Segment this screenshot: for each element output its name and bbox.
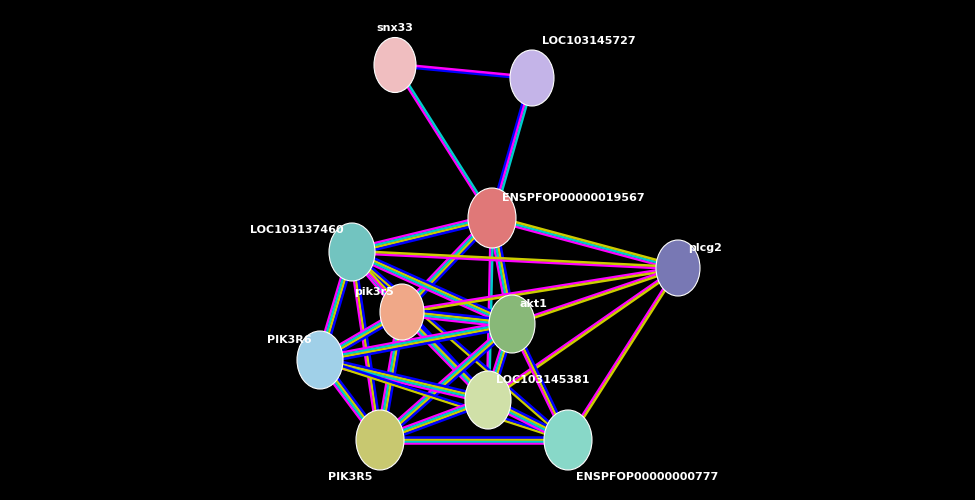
Text: LOC103145727: LOC103145727 — [542, 36, 636, 46]
Ellipse shape — [544, 410, 592, 470]
Ellipse shape — [297, 331, 343, 389]
Text: akt1: akt1 — [520, 299, 548, 309]
Ellipse shape — [374, 38, 416, 92]
Text: pik3r5: pik3r5 — [354, 287, 394, 297]
Text: LOC103137460: LOC103137460 — [251, 225, 344, 235]
Ellipse shape — [465, 371, 511, 429]
Ellipse shape — [468, 188, 516, 248]
Text: PIK3R6: PIK3R6 — [267, 335, 312, 345]
Text: snx33: snx33 — [376, 23, 413, 33]
Ellipse shape — [380, 284, 424, 340]
Ellipse shape — [510, 50, 554, 106]
Ellipse shape — [656, 240, 700, 296]
Text: PIK3R5: PIK3R5 — [328, 472, 372, 482]
Text: LOC103145381: LOC103145381 — [496, 375, 590, 385]
Text: ENSPFOP00000000777: ENSPFOP00000000777 — [576, 472, 719, 482]
Text: plcg2: plcg2 — [688, 243, 721, 253]
Ellipse shape — [329, 223, 375, 281]
Text: ENSPFOP00000019567: ENSPFOP00000019567 — [502, 193, 644, 203]
Ellipse shape — [356, 410, 404, 470]
Ellipse shape — [489, 295, 535, 353]
